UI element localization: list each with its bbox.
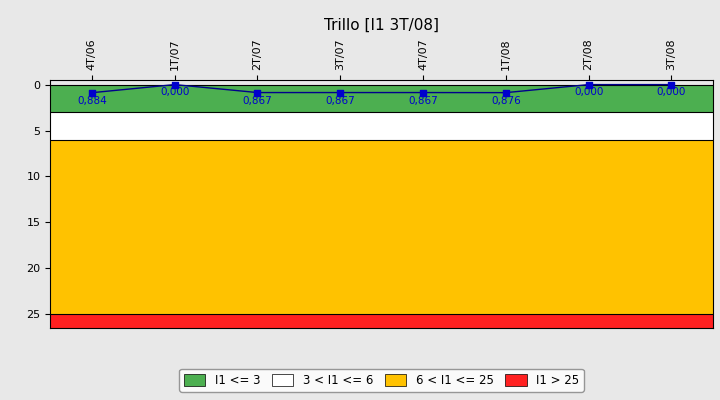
Point bbox=[86, 90, 98, 96]
Legend: I1 <= 3, 3 < I1 <= 6, 6 < I1 <= 25, I1 > 25: I1 <= 3, 3 < I1 <= 6, 6 < I1 <= 25, I1 >… bbox=[179, 369, 584, 392]
Text: 0,876: 0,876 bbox=[491, 96, 521, 106]
Bar bbox=[50, 140, 713, 314]
Text: 0,000: 0,000 bbox=[657, 87, 686, 97]
Bar bbox=[50, 112, 713, 140]
Point bbox=[582, 81, 594, 88]
Point bbox=[500, 90, 511, 96]
Text: 0,000: 0,000 bbox=[574, 87, 603, 97]
Text: 0,867: 0,867 bbox=[243, 96, 272, 106]
Text: 0,000: 0,000 bbox=[160, 87, 189, 97]
Point bbox=[252, 89, 264, 96]
Bar bbox=[50, 314, 713, 332]
Point bbox=[169, 81, 181, 88]
Text: 0,867: 0,867 bbox=[408, 96, 438, 106]
Title: Trillo [I1 3T/08]: Trillo [I1 3T/08] bbox=[324, 18, 439, 33]
Point bbox=[666, 81, 678, 88]
Point bbox=[418, 89, 429, 96]
Point bbox=[334, 89, 346, 96]
Bar bbox=[50, 84, 713, 112]
Text: 0,867: 0,867 bbox=[325, 96, 355, 106]
Text: 0,884: 0,884 bbox=[77, 96, 107, 106]
